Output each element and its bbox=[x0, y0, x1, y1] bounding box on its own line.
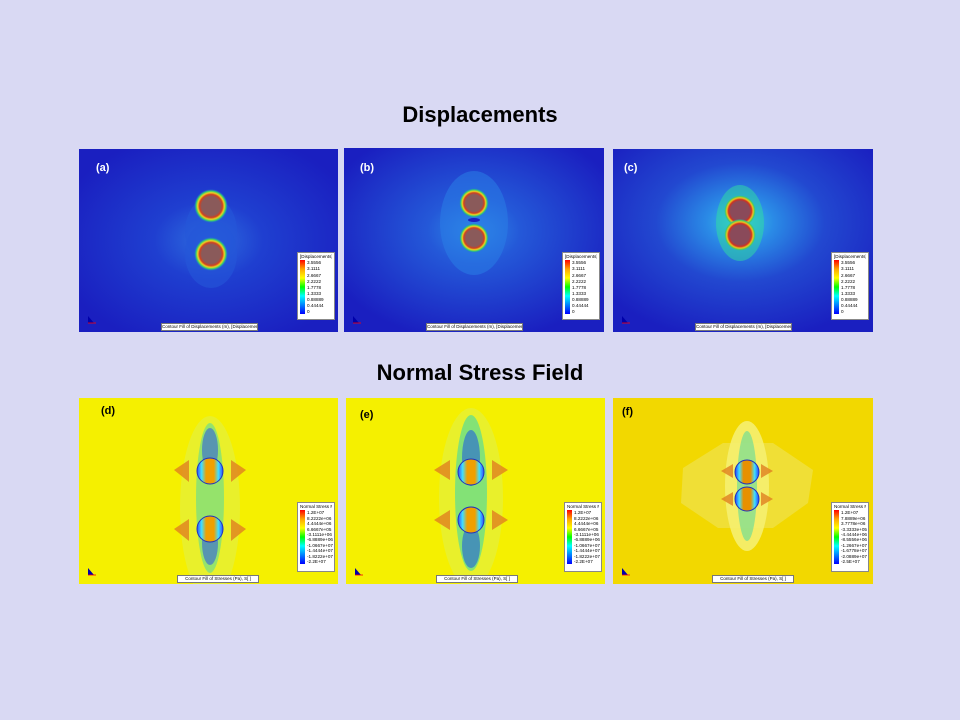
caption-f: Contour Fill of Stresses (Pa), S[ ] bbox=[712, 575, 794, 583]
displacement-legend-c: [Displacements] 3.5556 3.1111 2.6667 2.2222… bbox=[831, 252, 869, 320]
panel-label-c: (c) bbox=[624, 162, 637, 174]
panel-label-f: (f) bbox=[622, 406, 633, 418]
legend-colorbar bbox=[834, 510, 839, 564]
caption-e: Contour Fill of Stresses (Pa), S[ ] bbox=[436, 575, 518, 583]
legend-colorbar bbox=[300, 260, 305, 314]
legend-title: [Displacements] bbox=[565, 254, 597, 259]
axes-triad-icon bbox=[352, 314, 362, 324]
axes-triad-icon bbox=[87, 314, 97, 324]
displacement-legend-b: [Displacements] 3.5556 3.1111 2.6667 2.2222… bbox=[562, 252, 600, 320]
legend-colorbar bbox=[565, 260, 570, 314]
panel-d: (d) Normal Stress Field 1.2E+078.2222e+0… bbox=[79, 398, 338, 584]
legend-colorbar bbox=[567, 510, 572, 564]
axes-triad-icon bbox=[354, 566, 364, 576]
stress-legend-d: Normal Stress Field 1.2E+078.2222e+064.4… bbox=[297, 502, 335, 572]
panel-c: (c) [Displacements] 3.5556 3.1111 2.6667 2.… bbox=[613, 149, 873, 332]
legend-title: [Displacements] bbox=[834, 254, 866, 259]
panel-e: (e) Normal Stress Field 1.2E+078.2222e+0… bbox=[346, 398, 605, 584]
panel-label-a: (a) bbox=[96, 162, 109, 174]
legend-title: [Displacements] bbox=[300, 254, 332, 259]
panel-a: (a) [Displacements] 3.5556 3.1111 2.6667 2.… bbox=[79, 149, 338, 332]
displacements-title: Displacements bbox=[0, 102, 960, 128]
caption-c: Contour Fill of Displacements (m), [Disp… bbox=[695, 323, 792, 331]
caption-b: Contour Fill of Displacements (m), [Disp… bbox=[426, 323, 523, 331]
stress-title: Normal Stress Field bbox=[0, 360, 960, 386]
legend-colorbar bbox=[300, 510, 305, 564]
axes-triad-icon bbox=[87, 566, 97, 576]
stress-legend-f: Normal Stress Field 1.2E+077.8889e+063.7… bbox=[831, 502, 869, 572]
axes-triad-icon bbox=[621, 566, 631, 576]
panel-b: (b) [Displacements] 3.5556 3.1111 2.6667 2.… bbox=[344, 148, 604, 332]
legend-colorbar bbox=[834, 260, 839, 314]
caption-d: Contour Fill of Stresses (Pa), S[ ] bbox=[177, 575, 259, 583]
caption-a: Contour Fill of Displacements (m), [Disp… bbox=[161, 323, 258, 331]
displacement-legend-a: [Displacements] 3.5556 3.1111 2.6667 2.2222… bbox=[297, 252, 335, 320]
stress-legend-e: Normal Stress Field 1.2E+078.2222e+064.4… bbox=[564, 502, 602, 572]
legend-title: Normal Stress Field bbox=[567, 504, 599, 509]
panel-label-b: (b) bbox=[360, 162, 374, 174]
legend-title: Normal Stress Field bbox=[834, 504, 866, 509]
axes-triad-icon bbox=[621, 314, 631, 324]
panel-label-d: (d) bbox=[101, 405, 115, 417]
panel-label-e: (e) bbox=[360, 409, 373, 421]
panel-f: (f) Normal Stress Field 1.2E+077.8889e+0… bbox=[613, 398, 873, 584]
legend-title: Normal Stress Field bbox=[300, 504, 332, 509]
